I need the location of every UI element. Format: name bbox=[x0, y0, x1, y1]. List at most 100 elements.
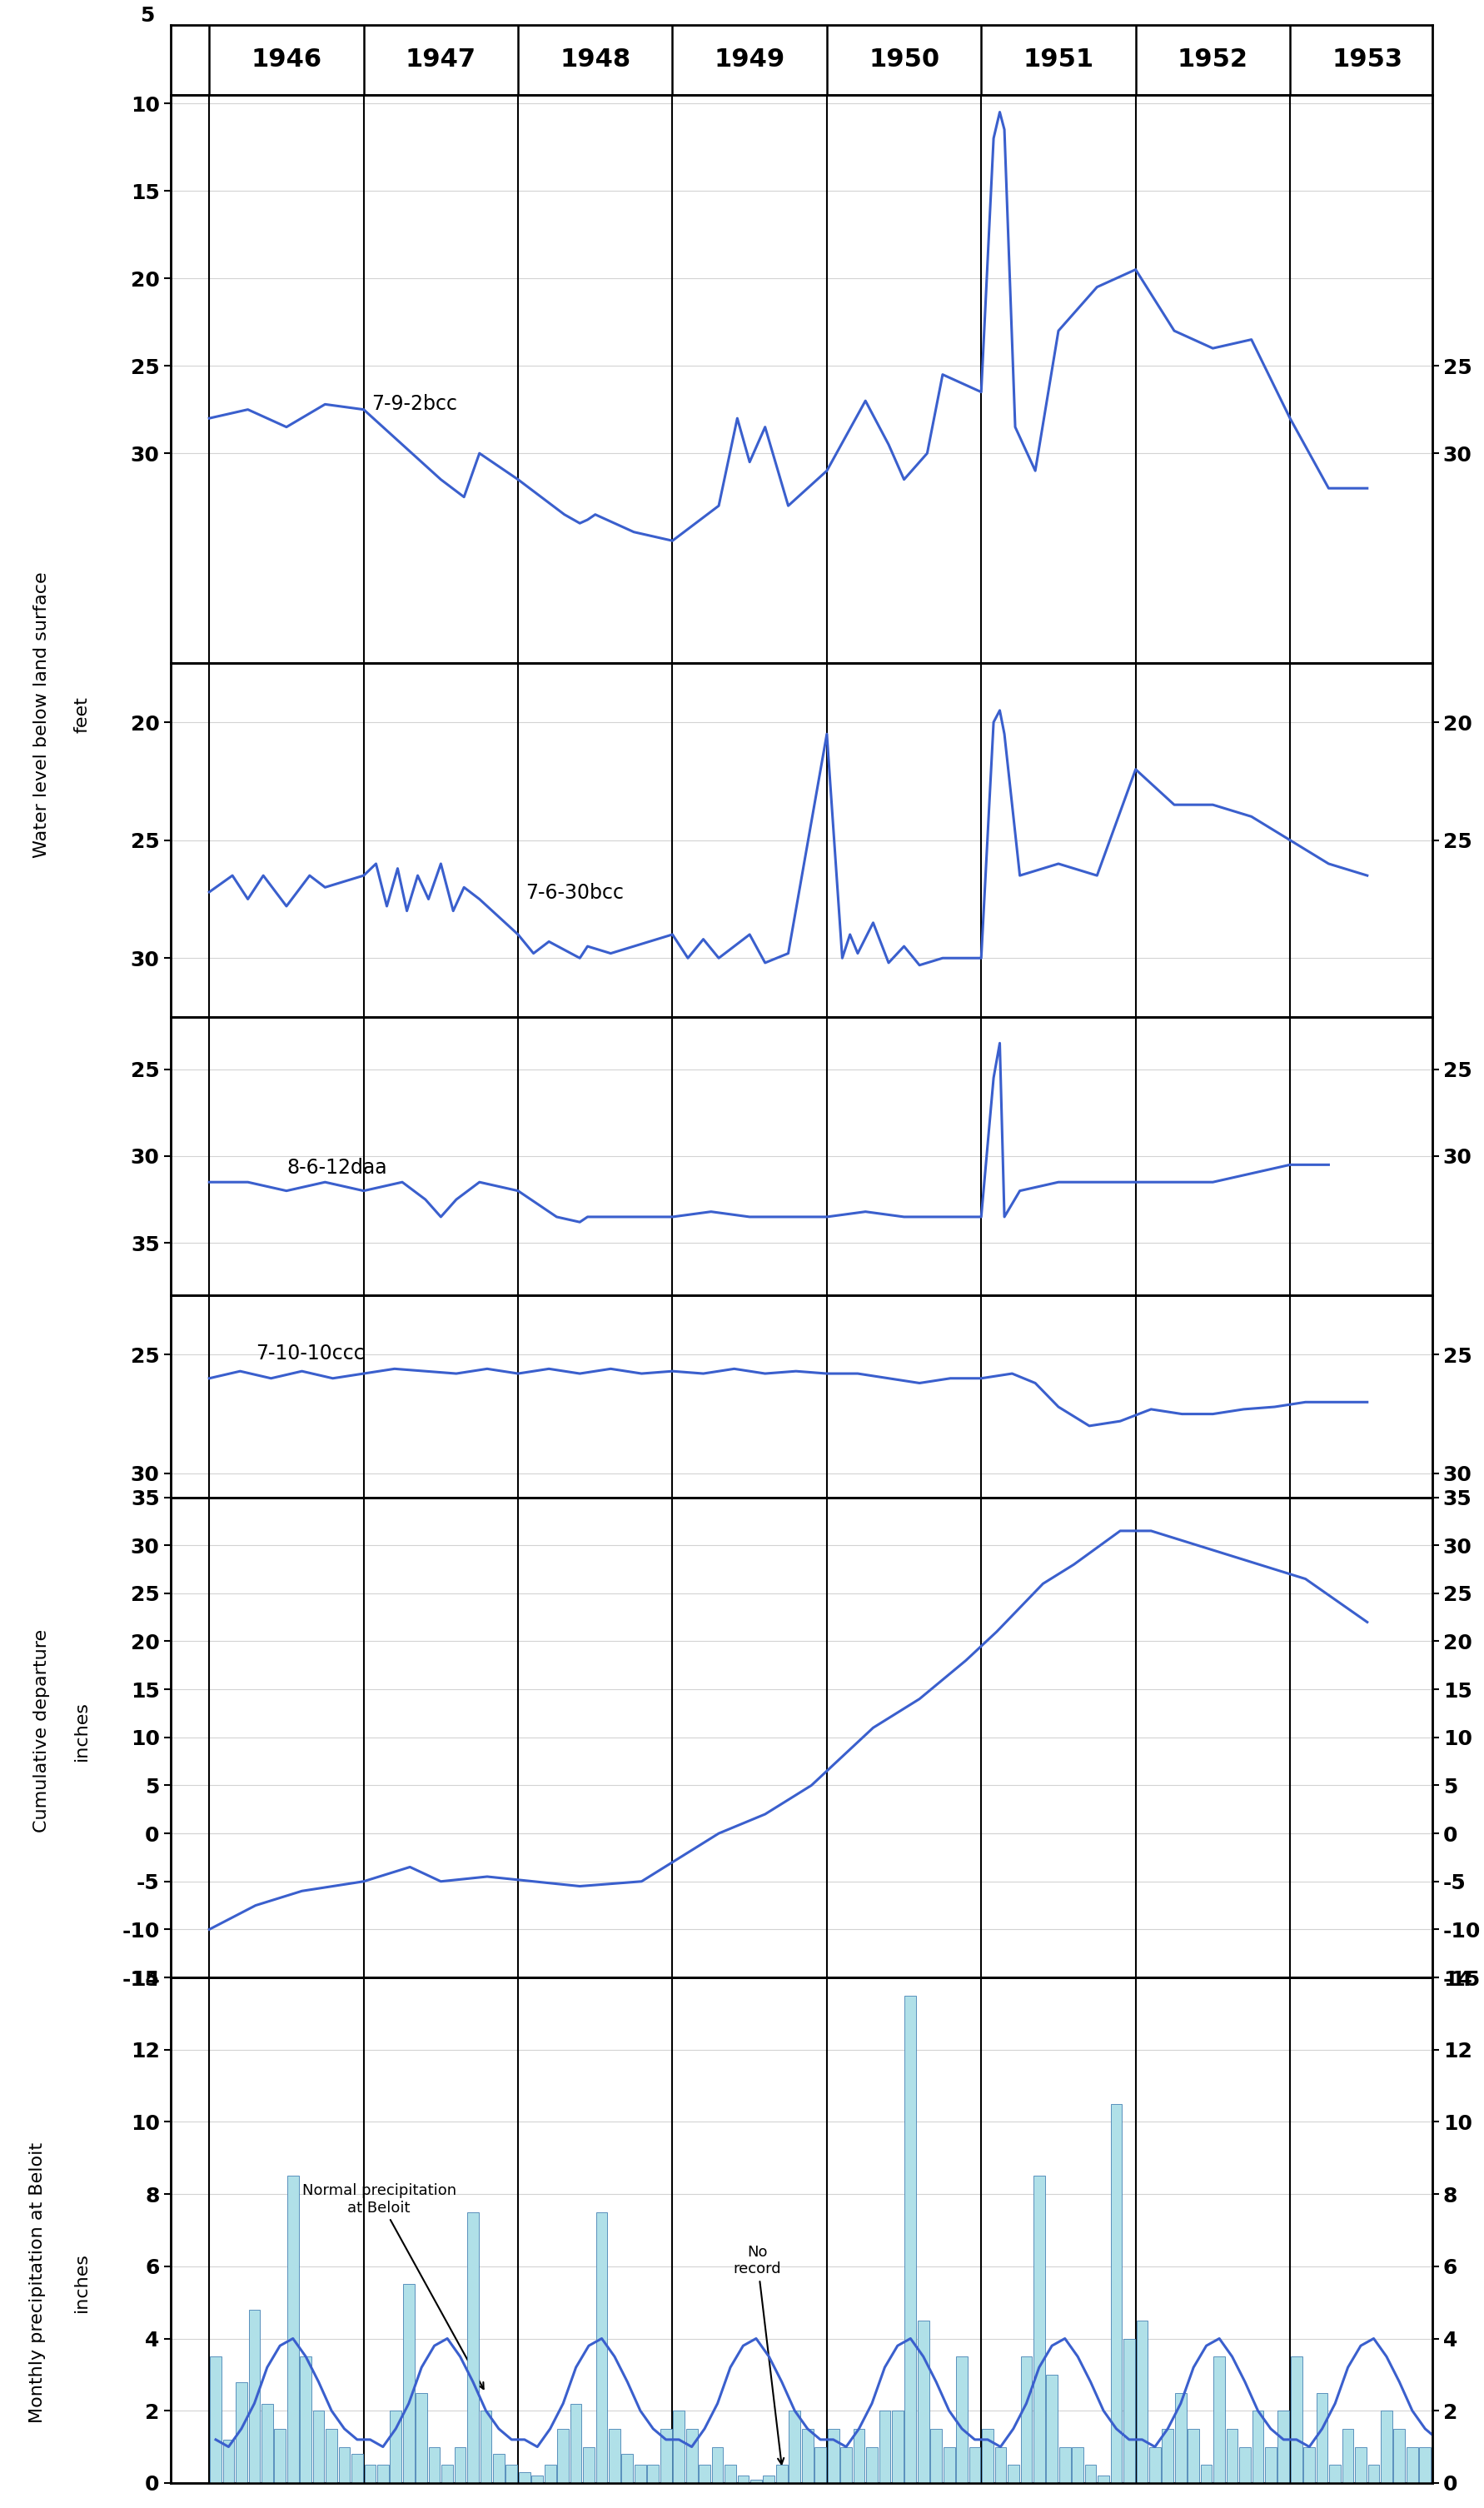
Bar bbox=[597, 2212, 607, 2483]
Text: 1950: 1950 bbox=[868, 48, 939, 73]
Bar bbox=[467, 2212, 479, 2483]
Bar bbox=[699, 2465, 711, 2483]
Text: Cumulative departure: Cumulative departure bbox=[33, 1628, 50, 1833]
Bar bbox=[545, 2465, 556, 2483]
Bar bbox=[1303, 2448, 1315, 2483]
Bar bbox=[776, 2465, 788, 2483]
Bar bbox=[867, 2448, 877, 2483]
Text: 1949: 1949 bbox=[714, 48, 785, 73]
Bar bbox=[390, 2410, 402, 2483]
Bar bbox=[1355, 2448, 1367, 2483]
Text: 7-6-30bcc: 7-6-30bcc bbox=[525, 883, 625, 903]
Bar bbox=[1060, 2448, 1070, 2483]
Bar bbox=[1008, 2465, 1020, 2483]
Bar bbox=[1123, 2337, 1135, 2483]
Bar bbox=[879, 2410, 890, 2483]
Bar bbox=[1110, 2104, 1122, 2483]
Bar bbox=[674, 2410, 684, 2483]
Bar bbox=[647, 2465, 659, 2483]
Bar bbox=[763, 2475, 775, 2483]
Bar bbox=[583, 2448, 595, 2483]
Bar bbox=[313, 2410, 325, 2483]
Bar bbox=[288, 2177, 298, 2483]
Bar bbox=[1239, 2448, 1251, 2483]
Bar bbox=[570, 2403, 582, 2483]
Bar bbox=[481, 2410, 491, 2483]
Bar bbox=[751, 2480, 761, 2483]
Bar bbox=[442, 2465, 453, 2483]
Bar bbox=[982, 2428, 993, 2483]
Bar bbox=[1175, 2393, 1186, 2483]
Text: No
record: No record bbox=[733, 2245, 784, 2465]
Bar bbox=[1419, 2448, 1431, 2483]
Text: inches: inches bbox=[73, 1700, 91, 1761]
Bar bbox=[404, 2285, 414, 2483]
Text: 7-9-2bcc: 7-9-2bcc bbox=[371, 394, 457, 414]
Bar bbox=[892, 2410, 904, 2483]
Bar bbox=[1368, 2465, 1380, 2483]
Bar bbox=[1330, 2465, 1342, 2483]
Bar bbox=[454, 2448, 466, 2483]
Bar bbox=[429, 2448, 441, 2483]
Bar bbox=[1021, 2358, 1031, 2483]
Text: 8-6-12daa: 8-6-12daa bbox=[286, 1159, 387, 1179]
Text: 1951: 1951 bbox=[1022, 48, 1094, 73]
Text: 7-10-10ccc: 7-10-10ccc bbox=[255, 1344, 365, 1364]
Bar bbox=[223, 2440, 234, 2483]
Text: 1948: 1948 bbox=[559, 48, 631, 73]
Bar bbox=[1264, 2448, 1276, 2483]
Bar bbox=[352, 2453, 364, 2483]
Bar bbox=[1201, 2465, 1212, 2483]
Bar bbox=[365, 2465, 375, 2483]
Bar bbox=[261, 2403, 273, 2483]
Bar bbox=[377, 2465, 389, 2483]
Bar bbox=[531, 2475, 543, 2483]
Bar bbox=[789, 2410, 800, 2483]
Bar bbox=[1252, 2410, 1263, 2483]
Bar bbox=[1098, 2475, 1109, 2483]
Bar bbox=[1380, 2410, 1392, 2483]
Bar bbox=[994, 2448, 1006, 2483]
Bar bbox=[917, 2320, 929, 2483]
Bar bbox=[249, 2310, 260, 2483]
Bar bbox=[1071, 2448, 1083, 2483]
Bar bbox=[1407, 2448, 1419, 2483]
Text: 1952: 1952 bbox=[1177, 48, 1248, 73]
Bar bbox=[905, 1996, 916, 2483]
Text: inches: inches bbox=[73, 2252, 91, 2312]
Bar bbox=[738, 2475, 749, 2483]
Text: Water level below land surface: Water level below land surface bbox=[33, 572, 50, 858]
Bar bbox=[1278, 2410, 1290, 2483]
Bar bbox=[1187, 2428, 1199, 2483]
Text: 1953: 1953 bbox=[1331, 48, 1402, 73]
Bar bbox=[840, 2448, 852, 2483]
Bar bbox=[211, 2358, 221, 2483]
Bar bbox=[828, 2428, 838, 2483]
Bar bbox=[1393, 2428, 1405, 2483]
Text: Monthly precipitation at Beloit: Monthly precipitation at Beloit bbox=[28, 2142, 46, 2423]
Bar bbox=[608, 2428, 620, 2483]
Bar bbox=[635, 2465, 646, 2483]
Bar bbox=[558, 2428, 568, 2483]
Bar bbox=[338, 2448, 350, 2483]
Bar bbox=[300, 2358, 312, 2483]
Bar bbox=[519, 2473, 530, 2483]
Bar bbox=[724, 2465, 736, 2483]
Text: feet: feet bbox=[73, 697, 91, 732]
Bar bbox=[660, 2428, 672, 2483]
Text: 1947: 1947 bbox=[405, 48, 476, 73]
Bar bbox=[493, 2453, 505, 2483]
Bar bbox=[686, 2428, 697, 2483]
Bar bbox=[275, 2428, 286, 2483]
Bar bbox=[1162, 2428, 1174, 2483]
Bar bbox=[1226, 2428, 1238, 2483]
Bar bbox=[1085, 2465, 1097, 2483]
Bar bbox=[1316, 2393, 1328, 2483]
Bar bbox=[1214, 2358, 1224, 2483]
Bar bbox=[801, 2428, 813, 2483]
Bar bbox=[969, 2448, 981, 2483]
Bar bbox=[815, 2448, 827, 2483]
Bar bbox=[1291, 2358, 1303, 2483]
Bar bbox=[622, 2453, 634, 2483]
Bar bbox=[506, 2465, 518, 2483]
